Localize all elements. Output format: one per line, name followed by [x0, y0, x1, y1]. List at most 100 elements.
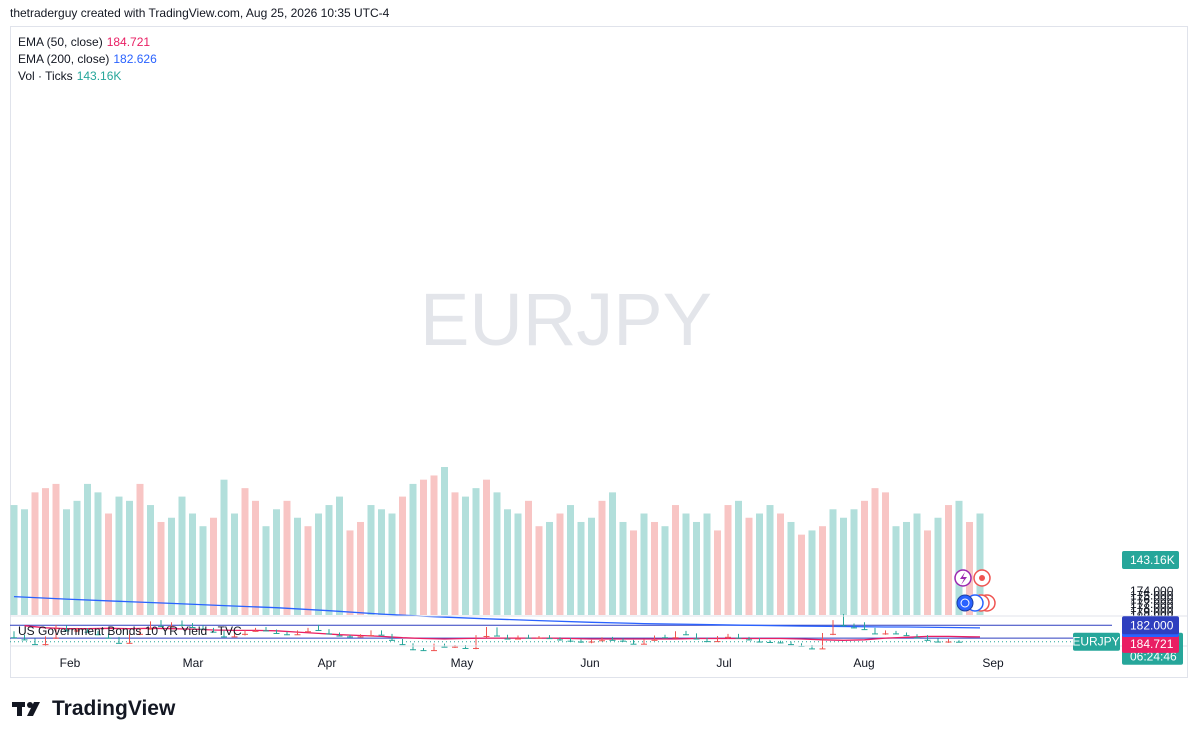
candle: [893, 630, 899, 635]
candle: [378, 630, 385, 636]
candle-body: [105, 637, 112, 639]
candle-body: [767, 641, 773, 643]
candle-body: [452, 646, 458, 648]
candle-body: [536, 637, 542, 639]
volume-bar: [682, 513, 690, 615]
candle: [725, 633, 731, 639]
candle: [945, 638, 952, 643]
candle: [347, 634, 353, 638]
volume-bar: [84, 483, 91, 615]
tradingview-logo[interactable]: TradingView: [12, 697, 175, 721]
legend-ema50[interactable]: EMA (50, close) 184.721: [18, 34, 157, 51]
candle-body: [651, 639, 658, 641]
price-labels-layer: EURJPY185.83606:24:46185.000184.721182.6…: [1072, 551, 1183, 665]
symbol-watermark: EURJPY: [420, 278, 712, 361]
volume-bar: [630, 530, 637, 615]
candle-body: [389, 639, 395, 641]
candle-body: [557, 639, 563, 641]
volume-bar: [535, 526, 543, 615]
volume-bar: [651, 521, 658, 615]
candle-body: [252, 630, 259, 632]
time-tick-label: Jul: [716, 656, 731, 670]
symbol-badge: [1073, 632, 1120, 651]
price-tick-label: 175.000: [1130, 588, 1174, 602]
candle: [935, 638, 941, 643]
volume-bar: [966, 521, 973, 615]
legend-volume[interactable]: Vol · Ticks 143.16K: [18, 68, 157, 85]
candle: [599, 637, 605, 642]
candle-body: [137, 633, 143, 635]
candle-body: [504, 638, 511, 640]
volume-bar: [766, 505, 774, 615]
candle-body: [462, 647, 469, 649]
volume-bar: [220, 479, 228, 615]
candle: [830, 620, 836, 636]
volume-bar: [609, 492, 616, 615]
candle-body: [683, 634, 689, 636]
candle: [420, 647, 427, 652]
candle: [200, 625, 206, 630]
candle: [431, 643, 437, 652]
volume-bar: [483, 479, 490, 615]
candle-body: [840, 625, 847, 627]
volume-bar: [787, 521, 795, 615]
candle: [231, 633, 238, 638]
time-tick-label: May: [451, 656, 474, 670]
candle: [662, 634, 668, 639]
candle: [735, 633, 742, 639]
legend-volume-value: 143.16K: [76, 69, 122, 83]
ema200-line: [13, 595, 981, 629]
volume-bar: [147, 505, 154, 615]
candle-body: [725, 636, 731, 638]
candle-body: [116, 642, 122, 644]
volume-bar: [703, 513, 711, 615]
ema50-price-label: 184.721: [1130, 637, 1174, 651]
candle: [504, 634, 511, 640]
candle: [284, 631, 290, 636]
candle-body: [819, 648, 826, 650]
candle-body: [284, 634, 290, 636]
candle: [536, 635, 542, 639]
candle: [242, 629, 248, 636]
candle: [630, 639, 637, 645]
candle-body: [42, 644, 49, 646]
candle: [368, 630, 374, 637]
candle: [819, 632, 826, 650]
candle-body: [74, 630, 80, 632]
volume-bar: [273, 509, 280, 615]
volume-bar: [819, 526, 826, 615]
volume-bar: [399, 496, 406, 615]
candle-body: [746, 639, 752, 641]
volume-bar: [808, 530, 816, 615]
candle-body: [714, 641, 721, 643]
candle: [147, 621, 154, 630]
volume-bar: [199, 526, 207, 615]
volume-bar: [829, 509, 837, 615]
price-tick-label: 174.000: [1130, 584, 1174, 598]
volume-bar: [283, 500, 291, 615]
candle: [914, 634, 920, 639]
volume-bar: [567, 505, 574, 615]
candle-body: [221, 636, 227, 638]
candle-body: [263, 630, 269, 632]
candle-body: [21, 639, 28, 641]
candle-body: [935, 641, 941, 643]
volume-bar: [441, 467, 448, 615]
candle: [473, 635, 479, 650]
candle-body: [126, 642, 133, 644]
ema50-price-label-bg: [1122, 634, 1179, 653]
candle-body: [777, 642, 784, 644]
volume-bar: [661, 526, 669, 615]
volume-bar: [598, 500, 606, 615]
candle-body: [336, 635, 343, 637]
candle: [693, 633, 700, 640]
candle-body: [32, 644, 38, 646]
candle-body: [294, 634, 301, 636]
candle: [221, 630, 227, 638]
candle-body: [672, 637, 679, 639]
record-dot-icon: [979, 575, 985, 581]
legend-ema200[interactable]: EMA (200, close) 182.626: [18, 51, 157, 68]
globe-icon[interactable]: [956, 594, 974, 612]
volume-bar: [955, 500, 963, 615]
